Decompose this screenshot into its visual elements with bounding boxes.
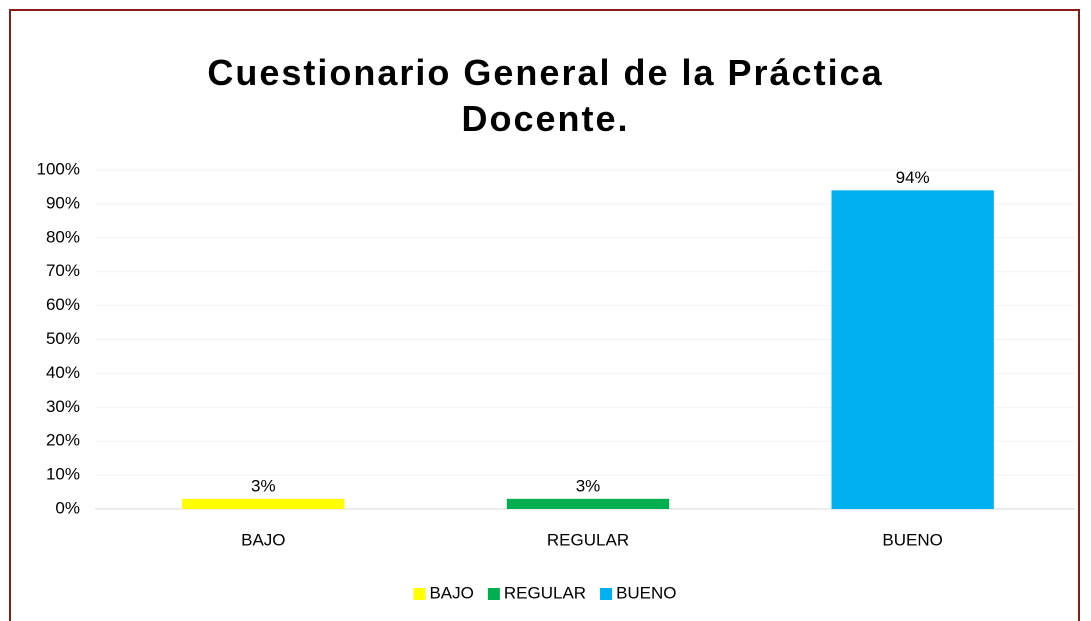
y-tick-label: 10%: [46, 465, 80, 484]
y-tick-label: 100%: [37, 159, 80, 178]
y-tick-label: 90%: [46, 193, 80, 212]
legend-label: BAJO: [429, 583, 473, 602]
y-tick-label: 0%: [55, 498, 80, 517]
bar: [182, 498, 345, 509]
x-tick-label: BAJO: [241, 530, 285, 549]
legend-swatch: [413, 588, 426, 600]
data-label: 94%: [896, 168, 930, 187]
chart-border: [9, 9, 1080, 621]
legend-swatch: [487, 588, 500, 600]
y-tick-label: 30%: [46, 397, 80, 416]
legend-swatch: [600, 588, 613, 600]
y-tick-label: 50%: [46, 329, 80, 348]
x-tick-label: BUENO: [882, 530, 942, 549]
y-tick-label: 60%: [46, 295, 80, 314]
chart-title: Cuestionario General de la Práctica Doce…: [207, 52, 884, 139]
y-tick-label: 70%: [46, 261, 80, 280]
bar: [831, 190, 994, 509]
data-label: 3%: [576, 476, 601, 495]
legend-label: BUENO: [616, 583, 676, 602]
y-tick-label: 80%: [46, 227, 80, 246]
y-tick-label: 20%: [46, 431, 80, 450]
y-tick-label: 40%: [46, 363, 80, 382]
bar: [506, 498, 670, 509]
legend-label: REGULAR: [504, 583, 586, 602]
x-tick-label: REGULAR: [547, 530, 629, 549]
data-label: 3%: [251, 476, 276, 495]
